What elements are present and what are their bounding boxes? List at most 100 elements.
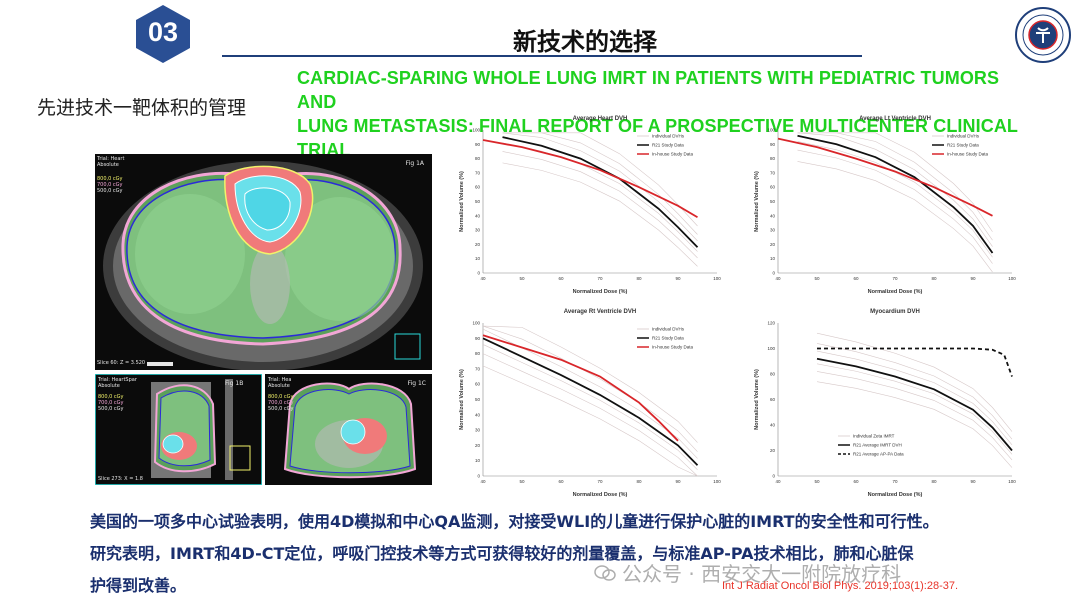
individual-dvh-line	[797, 132, 993, 232]
y-tick-label: 80	[770, 372, 776, 377]
ct-figure-1a: Trial: Heart Absolute 800,0 cGy 700,0 cG…	[95, 154, 432, 370]
ct-b-legend-500: 500,0 cGy	[98, 406, 124, 412]
ct-b-slice: Slice 273: X = 1.8	[98, 476, 143, 482]
individual-dvh-line	[816, 381, 1013, 468]
y-tick-label: 100	[767, 346, 775, 351]
y-tick-label: 90	[475, 336, 481, 341]
legend-label: In-house Study Data	[652, 345, 694, 350]
x-tick-label: 80	[636, 276, 642, 281]
y-tick-label: 30	[475, 428, 481, 433]
paper-title-line-1: CARDIAC-SPARING WHOLE LUNG IMRT IN PATIE…	[297, 68, 1000, 112]
ct-b-trial: Trial: HeartSpar	[98, 377, 137, 383]
individual-dvh-line	[482, 344, 698, 471]
x-tick-label: 100	[1008, 276, 1016, 281]
ct-b-fig-label: Fig 1B	[225, 380, 244, 387]
myocardium-dvh-chart: Myocardium DVH 40 50 60 70 80 90 100 0 20 40 60 80 10…	[754, 309, 1016, 498]
y-tick-label: 20	[475, 443, 481, 448]
y-tick-label: 0	[772, 271, 775, 276]
ct-a-absolute: Absolute	[97, 162, 119, 168]
series-line-1	[797, 134, 994, 254]
ct-a-fig-label: Fig 1A	[405, 160, 424, 167]
y-tick-label: 40	[475, 412, 481, 417]
y-tick-label: 100	[472, 321, 480, 326]
individual-dvh-line	[797, 132, 993, 247]
x-tick-label: 50	[519, 479, 525, 484]
individual-dvh-line	[502, 132, 698, 235]
y-tick-label: 80	[770, 156, 776, 161]
ct-a-legend-700: 700,0 cGy	[97, 182, 123, 188]
x-tick-label: 40	[480, 479, 486, 484]
legend-label: In-house Study Data	[652, 152, 694, 157]
x-tick-label: 90	[970, 479, 976, 484]
ct-c-absolute: Absolute	[268, 383, 290, 389]
title-underline	[222, 55, 862, 57]
x-tick-label: 50	[814, 479, 820, 484]
body-text-line-3: 护得到改善。	[90, 576, 187, 595]
legend-label: R21 Average IMRT DVH	[853, 443, 902, 448]
individual-dvh-line	[482, 325, 698, 443]
ct-c-fig-label: Fig 1C	[407, 380, 426, 387]
y-axis-label: Normalized Volume (%)	[754, 171, 760, 232]
y-tick-label: 100	[767, 128, 775, 133]
x-tick-label: 60	[853, 479, 859, 484]
chart-title: Average Heart DVH	[573, 116, 628, 122]
individual-dvh-line	[502, 132, 698, 242]
series-line-2	[482, 334, 679, 442]
legend-label: Individual Zeta IMRT	[853, 434, 895, 439]
ct-coronal-image	[265, 374, 432, 485]
x-tick-label: 100	[713, 276, 721, 281]
paper-title: CARDIAC-SPARING WHOLE LUNG IMRT IN PATIE…	[297, 66, 1037, 162]
chart-title: Myocardium DVH	[870, 309, 920, 315]
ct-a-header: Trial: Heart Absolute	[97, 156, 124, 168]
ct-sagittal-image	[95, 374, 262, 485]
series-line-2	[817, 347, 1013, 377]
ct-a-legend-800: 800,0 cGy	[97, 176, 123, 182]
x-tick-label: 80	[636, 479, 642, 484]
individual-dvh-line	[482, 353, 698, 477]
y-tick-label: 0	[477, 271, 480, 276]
watermark: 公众号 · 西安交大一附院放疗科	[594, 558, 901, 587]
x-tick-label: 70	[892, 479, 898, 484]
ct-figure-1b: Trial: HeartSpar Absolute 800,0 cGy 700,…	[95, 374, 262, 485]
individual-dvh-line	[502, 142, 698, 252]
ct-c-trial: Trial: Hea	[268, 377, 292, 383]
y-tick-label: 80	[475, 351, 481, 356]
x-tick-label: 50	[519, 276, 525, 281]
x-axis-label: Normalized Dose (%)	[868, 289, 923, 295]
y-tick-label: 60	[770, 185, 776, 190]
individual-dvh-line	[502, 132, 698, 227]
page-title: 新技术的选择	[513, 28, 657, 56]
x-tick-label: 40	[775, 276, 781, 281]
individual-dvh-line	[797, 141, 993, 258]
chart-title: Average Rt Ventricle DVH	[564, 309, 636, 315]
ct-axial-image	[95, 154, 432, 370]
body-text-line-1: 美国的一项多中心试验表明，使用4D模拟和中心QA监测，对接受WLI的儿童进行保护…	[90, 512, 939, 531]
ct-c-header: Trial: Hea Absolute	[268, 377, 291, 389]
individual-dvh-line	[797, 132, 993, 241]
y-tick-label: 120	[767, 321, 775, 326]
x-axis-label: Normalized Dose (%)	[868, 492, 923, 498]
x-tick-label: 100	[713, 479, 721, 484]
y-tick-label: 30	[475, 228, 481, 233]
individual-dvh-line	[482, 325, 698, 452]
x-tick-label: 70	[597, 479, 603, 484]
ct-a-slice: Slice 60: Z = 3.520	[97, 360, 146, 366]
x-tick-label: 90	[675, 479, 681, 484]
watermark-text: 公众号 · 西安交大一附院放疗科	[622, 562, 902, 586]
legend-label: R21 Study Data	[947, 143, 979, 148]
y-tick-label: 70	[770, 170, 776, 175]
x-axis-label: Normalized Dose (%)	[573, 289, 628, 295]
citation: Int J Radiat Oncol Biol Phys. 2019;103(1…	[722, 580, 959, 592]
y-tick-label: 10	[770, 256, 776, 261]
legend-label: Individual DVHs	[947, 134, 980, 139]
y-axis-label: Normalized Volume (%)	[459, 171, 465, 232]
y-axis-label: Normalized Volume (%)	[459, 369, 465, 430]
x-tick-label: 80	[931, 276, 937, 281]
lt-ventricle-dvh-chart: Average Lt Ventricle DVH 40 50 60 70 80 90 100 0…	[754, 116, 1016, 295]
rt-ventricle-dvh-chart: Average Rt Ventricle DVH 40 50 60 70 80 90 100 0…	[459, 309, 721, 498]
legend-label: R21 Study Data	[652, 143, 684, 148]
x-tick-label: 70	[597, 276, 603, 281]
badge-number: 03	[147, 17, 179, 47]
y-tick-label: 60	[770, 397, 776, 402]
ct-c-legend-700: 700,0 cGy	[268, 400, 294, 406]
